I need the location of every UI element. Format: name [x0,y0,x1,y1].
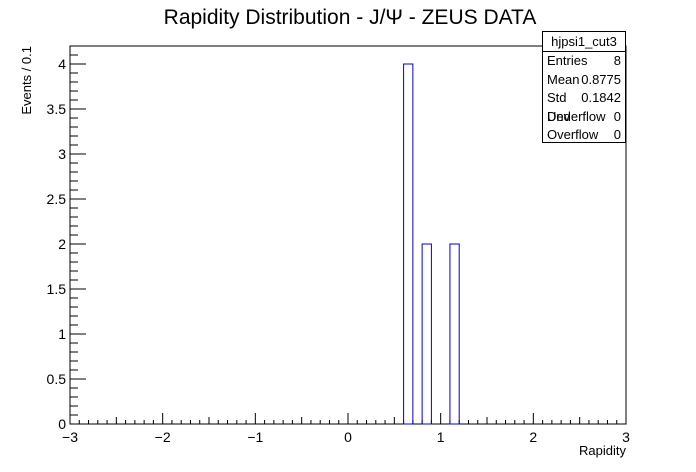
stats-row: Std Dev 0.1842 [543,89,625,124]
y-tick-label: 0.5 [47,371,67,387]
x-tick-label: −1 [247,429,263,445]
y-tick-label: 0 [58,416,66,432]
y-tick-labels: 0 0.5 1 1.5 2 2.5 3 3.5 4 [47,56,67,432]
stats-row-value: 8 [613,53,621,68]
stats-row-value: 0 [613,127,621,142]
stats-row-label: Entries [547,53,588,68]
x-tick-label: 0 [344,429,352,445]
stats-row-label: Mean [547,71,580,87]
stats-row-label: Underflow [547,108,606,124]
x-axis-label: Rapidity [579,443,626,458]
stats-row-value: 0.8775 [581,71,621,87]
chart-title: Rapidity Distribution - J/Ψ - ZEUS DATA [164,6,537,29]
y-tick-label: 3 [58,146,66,162]
x-tick-label: −3 [62,429,78,445]
stats-rows: Entries 8 Mean 0.8775 Std Dev 0.1842 Underflow… [543,52,625,145]
x-tick-label: 2 [529,429,537,445]
y-tick-label: 2.5 [47,191,67,207]
stats-row: Entries 8 [543,52,625,71]
x-tick-label: 3 [622,429,630,445]
y-tick-label: 1 [58,326,66,342]
y-tick-label: 4 [58,56,66,72]
stats-row: Underflow 0 [543,108,625,127]
stats-row-value: 0.1842 [581,90,621,105]
stats-row-label: Overflow [547,127,599,142]
x-tick-labels: −3 −2 −1 0 1 2 3 [62,429,630,445]
stats-title: hjpsi1_cut3 [543,32,625,52]
stats-row: Mean 0.8775 [543,71,625,90]
y-tick-label: 3.5 [47,101,67,117]
stats-row: Overflow 0 [543,126,625,145]
axis-ticks [69,45,627,425]
y-axis-label: Events / 0.1 [19,46,34,115]
histogram-bars [403,63,460,425]
histogram-bar [403,63,414,425]
stats-box: hjpsi1_cut3 Entries 8 Mean 0.8775 Std Dev 0.1… [542,31,626,143]
stats-row-label: Std Dev [547,90,571,124]
y-tick-label: 2 [58,236,66,252]
histogram-bar [421,243,432,425]
y-tick-label: 1.5 [47,281,67,297]
x-tick-label: 1 [437,429,445,445]
x-tick-label: −2 [155,429,171,445]
histogram-bar [449,243,460,425]
stats-row-value: 0 [613,108,621,124]
